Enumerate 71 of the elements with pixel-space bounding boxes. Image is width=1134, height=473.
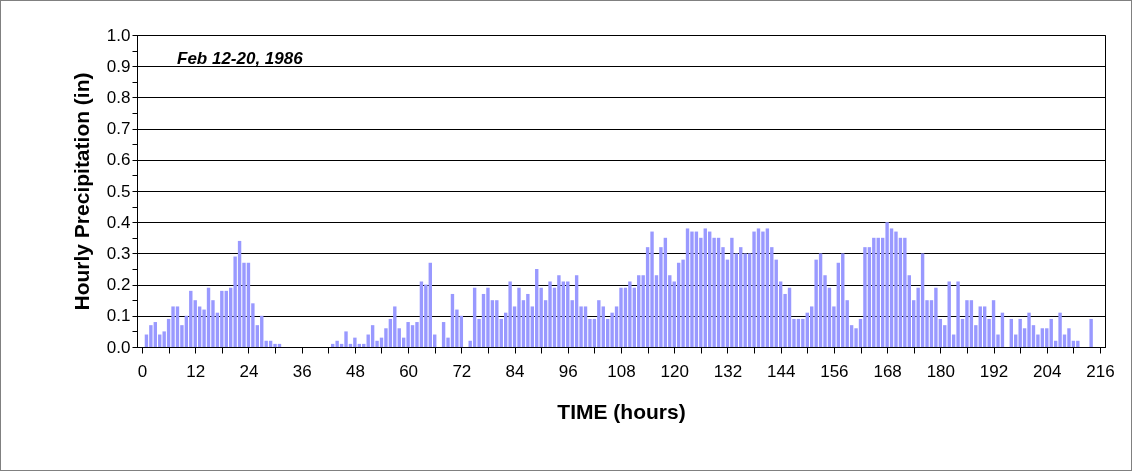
x-axis-title: TIME (hours) [557, 399, 686, 423]
bar [894, 231, 898, 347]
bar [548, 281, 552, 347]
bar [393, 306, 397, 347]
x-tick-label: 144 [766, 361, 796, 381]
bar [1089, 318, 1093, 347]
bar [517, 287, 521, 347]
x-tick-label: 120 [660, 361, 689, 381]
x-tick-label: 132 [713, 361, 743, 381]
bar [508, 281, 512, 347]
annotation: Feb 12-20, 1986 [177, 49, 304, 68]
bar [495, 300, 499, 347]
bar [335, 340, 339, 347]
y-tick-label: 0.1 [106, 306, 131, 326]
bar [171, 306, 175, 347]
x-tick-label: 156 [820, 361, 849, 381]
x-tick-label: 48 [345, 361, 365, 381]
bar [885, 222, 889, 347]
bar [690, 231, 694, 347]
y-tick-label: 0.5 [106, 181, 131, 201]
bar [628, 281, 632, 347]
bar [149, 325, 153, 347]
y-tick-label: 0.0 [106, 337, 131, 357]
bar [650, 231, 654, 347]
bar [761, 231, 765, 347]
bar [406, 322, 410, 347]
bar [872, 237, 876, 347]
x-tick-label: 12 [186, 361, 206, 381]
bar [344, 331, 348, 347]
y-tick-label: 0.9 [106, 56, 131, 76]
x-tick-label: 216 [1086, 361, 1115, 381]
bar [526, 293, 530, 347]
x-tick-label: 192 [979, 361, 1009, 381]
bar [1018, 318, 1022, 347]
x-tick-label: 96 [558, 361, 578, 381]
x-tick-label: 24 [239, 361, 259, 381]
bar [965, 300, 969, 347]
bar [752, 231, 756, 347]
bar [934, 287, 938, 347]
y-tick-label: 1.0 [106, 25, 131, 45]
x-tick-label: 0 [137, 361, 148, 381]
bar [353, 337, 357, 347]
bar [220, 290, 224, 347]
bar [903, 237, 907, 347]
x-tick-label: 204 [1033, 361, 1062, 381]
y-tick-label: 0.7 [106, 119, 131, 139]
y-axis-title: Hourly Precipitation (in) [69, 72, 93, 311]
bar [557, 275, 561, 347]
bar [1067, 328, 1071, 347]
bar [597, 300, 601, 347]
bar [956, 281, 960, 347]
bar [619, 287, 623, 347]
bar [730, 237, 734, 347]
y-tick-label: 0.8 [106, 87, 131, 107]
x-tick-label: 84 [505, 361, 525, 381]
x-tick-label: 180 [926, 361, 956, 381]
x-tick-label: 36 [292, 361, 312, 381]
x-tick-label: 168 [873, 361, 902, 381]
y-tick-label: 0.2 [106, 275, 131, 295]
y-tick-label: 0.3 [106, 243, 131, 263]
x-tick-label: 108 [607, 361, 636, 381]
y-tick-label: 0.6 [106, 150, 131, 170]
x-tick-label: 60 [399, 361, 419, 381]
bar [273, 343, 277, 347]
bar [486, 287, 490, 347]
y-tick-label: 0.4 [106, 212, 131, 232]
bar [1027, 312, 1031, 347]
x-tick-label: 72 [452, 361, 472, 381]
bar [863, 247, 867, 347]
bar [1058, 312, 1062, 347]
bar [1076, 340, 1080, 347]
